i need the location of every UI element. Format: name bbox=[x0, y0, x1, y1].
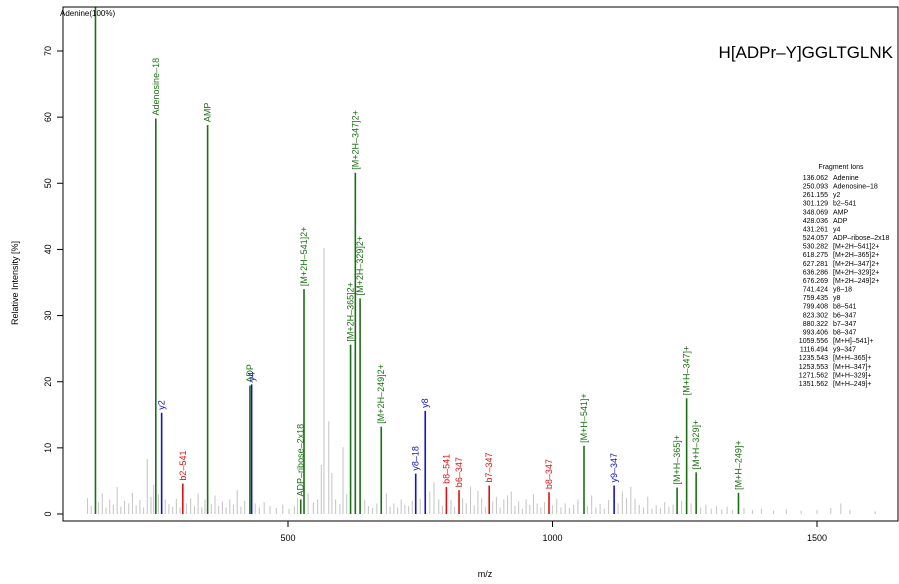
annotated-peaks bbox=[94, 7, 740, 514]
x-axis-label: m/z bbox=[478, 569, 493, 579]
peak-label-20: y9–347 bbox=[609, 453, 619, 483]
legend-mz-8: 530.282 bbox=[803, 244, 828, 251]
legend-ion-14: y8 bbox=[833, 295, 841, 302]
legend-ion-11: [M+2H–329]2+ bbox=[833, 269, 879, 276]
legend-ion-5: ADP bbox=[833, 218, 848, 225]
legend-ion-8: [M+2H–541]2+ bbox=[833, 244, 879, 251]
legend-ion-10: [M+2H–347]2+ bbox=[833, 261, 879, 268]
legend-mz-0: 136.062 bbox=[803, 175, 828, 182]
legend-mz-2: 261.155 bbox=[803, 192, 828, 199]
peak-label-13: y8–18 bbox=[411, 446, 421, 471]
peak-label-19: [M+H–541]+ bbox=[579, 393, 589, 443]
legend-mz-21: 1235.543 bbox=[799, 355, 828, 362]
y-tick-label-4: 40 bbox=[43, 244, 53, 254]
legend-mz-19: 1059.556 bbox=[799, 338, 828, 345]
legend-mz-5: 428.036 bbox=[803, 218, 828, 225]
peak-label-17: b7–347 bbox=[484, 453, 494, 483]
x-tick-label-2: 1500 bbox=[807, 533, 827, 543]
y-tick-label-2: 20 bbox=[43, 377, 53, 387]
plot-frame bbox=[62, 6, 899, 522]
legend-mz-4: 348.069 bbox=[803, 209, 828, 216]
peak-label-23: [M+H–329]+ bbox=[691, 420, 701, 470]
legend-mz-24: 1351.562 bbox=[799, 381, 828, 388]
legend-mz-3: 301.129 bbox=[803, 201, 828, 208]
peak-label-16: b6–347 bbox=[454, 457, 464, 487]
legend-ion-16: b6–347 bbox=[833, 312, 856, 319]
peak-label-14: y8 bbox=[420, 398, 430, 408]
legend-mz-16: 823.302 bbox=[803, 312, 828, 319]
legend-mz-23: 1271.562 bbox=[799, 372, 828, 379]
legend-ion-13: y8–18 bbox=[833, 287, 852, 294]
legend-ion-6: y4 bbox=[833, 226, 841, 233]
legend-mz-9: 618.275 bbox=[803, 252, 828, 259]
legend-ion-17: b7–347 bbox=[833, 321, 856, 328]
legend-mz-17: 880.322 bbox=[803, 321, 828, 328]
x-tick-label-0: 500 bbox=[280, 533, 295, 543]
legend-ion-3: b2–541 bbox=[833, 201, 856, 208]
peak-label-22: [M+H–347]+ bbox=[682, 346, 692, 396]
peak-label-18: b8–347 bbox=[544, 459, 554, 489]
peak-label-15: b8–541 bbox=[441, 454, 451, 484]
peak-label-7: ADP–ribose–2x18 bbox=[296, 424, 306, 497]
legend-ion-0: Adenine bbox=[833, 175, 859, 182]
peak-label-12: [M+2H–249]2+ bbox=[376, 364, 386, 424]
peak-label-6: y4 bbox=[247, 372, 257, 382]
legend-mz-20: 1116.494 bbox=[800, 347, 828, 354]
axes: 0 10 20 30 40 50 60 70 500 1000 1500 bbox=[43, 6, 899, 543]
peak-label-24: [M+H–249]+ bbox=[733, 440, 743, 490]
legend-ion-23: [M+H–329]+ bbox=[833, 372, 872, 379]
y-tick-label-3: 30 bbox=[43, 311, 53, 321]
legend-ion-18: b8–347 bbox=[833, 329, 856, 336]
legend-ion-7: ADP–ribose–2x18 bbox=[833, 235, 890, 242]
legend-mz-18: 993.406 bbox=[803, 329, 828, 336]
y-tick-label-7: 70 bbox=[43, 46, 53, 56]
legend-mz-14: 759.435 bbox=[803, 295, 828, 302]
legend-mz-15: 799.408 bbox=[803, 304, 828, 311]
legend-ion-21: [M+H–365]+ bbox=[833, 355, 872, 362]
fragment-ions-legend: Fragment Ions 136.062 Adenine 250.093 Adeno… bbox=[799, 164, 890, 388]
peak-label-4: AMP bbox=[203, 103, 213, 123]
peak-label-2: y2 bbox=[157, 400, 167, 410]
legend-ion-1: Adenosine–18 bbox=[833, 184, 878, 191]
legend-ion-20: y9–347 bbox=[833, 347, 856, 354]
y-tick-label-5: 50 bbox=[43, 178, 53, 188]
peak-label-5: ADP bbox=[245, 364, 255, 383]
legend-ion-2: y2 bbox=[833, 192, 841, 199]
legend-ion-22: [M+H–347]+ bbox=[833, 364, 872, 371]
chart-title: H[ADPr–Y]GGLTGLNK bbox=[719, 43, 894, 62]
y-tick-label-6: 60 bbox=[43, 112, 53, 122]
legend-title: Fragment Ions bbox=[818, 164, 864, 171]
peak-label-9: [M+2H–365]2+ bbox=[346, 282, 356, 342]
legend-mz-7: 524.057 bbox=[803, 235, 828, 242]
y-axis-label: Relative Intensity [%] bbox=[10, 241, 20, 325]
legend-mz-11: 636.286 bbox=[803, 269, 828, 276]
peak-label-21: [M+H–365]+ bbox=[672, 435, 682, 485]
legend-mz-1: 250.093 bbox=[803, 184, 828, 191]
legend-ion-9: [M+2H–365]2+ bbox=[833, 252, 879, 259]
legend-ion-19: [M+H]–541]+ bbox=[833, 338, 873, 345]
legend-ion-24: [M+H–249]+ bbox=[833, 381, 872, 388]
legend-ion-12: [M+2H–249]2+ bbox=[833, 278, 879, 285]
y-tick-label-1: 10 bbox=[43, 443, 53, 453]
legend-mz-22: 1253.553 bbox=[799, 364, 828, 371]
legend-mz-6: 431.261 bbox=[803, 226, 828, 233]
legend-mz-12: 676.269 bbox=[803, 278, 828, 285]
peak-label-11: [M+2H–329]2+ bbox=[355, 236, 365, 296]
peak-label-8: [M+2H–541]2+ bbox=[299, 227, 309, 287]
peak-label-10: [M+2H–347]2+ bbox=[350, 110, 360, 170]
peak-label-3: b2–541 bbox=[178, 451, 188, 481]
x-tick-label-1: 1000 bbox=[542, 533, 562, 543]
legend-mz-13: 741.424 bbox=[803, 287, 828, 294]
legend-mz-10: 627.281 bbox=[803, 261, 828, 268]
base-peak-label: Adenine(100%) bbox=[60, 9, 115, 18]
legend-ion-15: b8–541 bbox=[833, 304, 856, 311]
legend-ion-4: AMP bbox=[833, 209, 849, 216]
noise-peaks bbox=[86, 248, 876, 514]
y-tick-label-0: 0 bbox=[43, 511, 53, 516]
peak-label-1: Adenosine–18 bbox=[151, 58, 161, 116]
